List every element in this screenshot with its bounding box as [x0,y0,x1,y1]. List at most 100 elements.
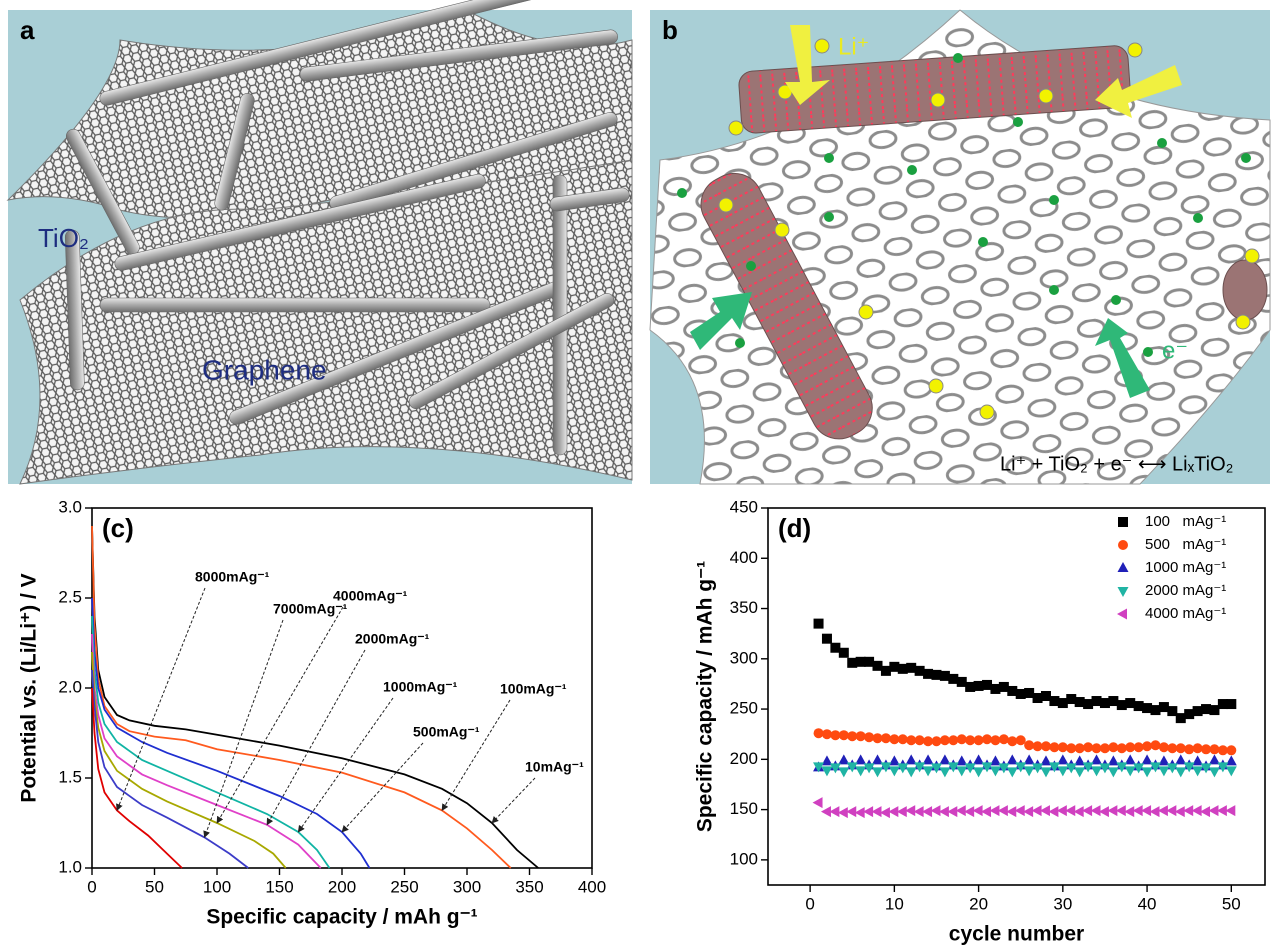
data-point [1142,767,1153,777]
panel-label: (d) [778,513,811,543]
x-tick-label: 20 [969,894,988,913]
data-point [923,766,934,776]
annotation-arrow [267,650,365,825]
electron [907,165,917,175]
y-axis-title: Potential vs. (Li/Li⁺) / V [18,573,41,802]
data-point [906,767,917,777]
y-tick-label: 3.0 [58,497,82,516]
li-ion [980,405,994,419]
data-point [1150,740,1160,750]
y-tick-label: 1.0 [58,857,82,876]
tio2-nanorod [100,298,490,312]
x-tick-label: 30 [1053,894,1072,913]
data-point [1083,742,1093,752]
x-tick-label: 400 [578,877,606,896]
electron [1157,138,1167,148]
data-point [982,734,992,744]
data-point [939,767,950,777]
electron [953,53,963,63]
data-point [1226,745,1236,755]
data-point [1134,742,1144,752]
data-point [1192,766,1203,776]
y-tick-label: 1.5 [58,767,82,786]
data-point [1024,766,1035,776]
x-tick-label: 40 [1138,894,1157,913]
data-point [1209,744,1219,754]
legend-label: 100 mAg⁻¹ [1145,513,1226,530]
electron [978,237,988,247]
data-point [1100,743,1110,753]
annotation-arrow [117,588,205,810]
discharge-curve [92,688,182,868]
li-ion [859,305,873,319]
data-point [915,735,925,745]
x-tick-label: 150 [265,877,293,896]
x-tick-label: 0 [87,877,96,896]
data-point [839,648,849,658]
data-point [990,766,1001,776]
electron [1049,195,1059,205]
discharge-curve [92,526,538,868]
data-point [1184,744,1194,754]
electron [1049,285,1059,295]
electron [1143,347,1153,357]
curve-label: 500mAg⁻¹ [413,724,480,740]
curve-label: 100mAg⁻¹ [500,681,567,697]
data-point [1125,766,1136,776]
data-point [948,735,958,745]
panel-label: (c) [102,513,134,543]
y-tick-label: 2.5 [58,587,82,606]
discharge-curve [92,526,511,868]
legend-label: 1000 mAg⁻¹ [1145,559,1226,576]
data-point [839,730,849,740]
data-point [1074,767,1085,777]
y-tick-label: 300 [730,648,758,667]
li-ion [1245,249,1259,263]
y-tick-label: 100 [730,849,758,868]
electron [1013,117,1023,127]
electron [1111,295,1121,305]
legend-marker [1117,609,1127,620]
data-point [1108,767,1119,777]
data-point [1158,766,1169,776]
electron [746,261,756,271]
data-point [956,766,967,776]
data-point [813,797,823,808]
annotation-arrow [217,607,343,823]
y-axis-title: Specific capacity / mAh g⁻¹ [694,561,717,832]
tio2-nanorod-end [1223,260,1267,320]
data-point [973,767,984,777]
label-li-ion: Li⁺ [838,33,869,60]
data-point [1075,743,1085,753]
y-tick-label: 250 [730,699,758,718]
data-point [864,732,874,742]
panel-label: a [20,15,35,45]
data-point [814,728,824,738]
label-graphene: Graphene [202,354,327,385]
electron [677,188,687,198]
data-point [1040,767,1051,777]
data-point [856,731,866,741]
y-tick-label: 450 [730,497,758,516]
x-tick-label: 0 [805,894,814,913]
data-point [1007,767,1018,777]
data-point [838,767,849,777]
data-point [999,734,1009,744]
data-point [822,634,832,644]
legend-label: 2000 mAg⁻¹ [1145,582,1226,599]
data-point [872,767,883,777]
curve-label: 10mAg⁻¹ [525,759,584,775]
data-point [1142,741,1152,751]
electron [824,153,834,163]
y-tick-label: 200 [730,749,758,768]
data-point [821,766,832,776]
data-point [855,766,866,776]
y-tick-label: 400 [730,548,758,567]
annotation-arrow [442,700,510,810]
data-point [1016,735,1026,745]
curve-label: 8000mAg⁻¹ [195,569,270,585]
annotation-arrow [492,778,535,823]
reaction-equation: Li⁺ + TiO₂ + e⁻ ⟷ LiₓTiO₂ [1000,453,1233,475]
data-point [1226,766,1237,776]
label-electron: e⁻ [1162,337,1188,364]
